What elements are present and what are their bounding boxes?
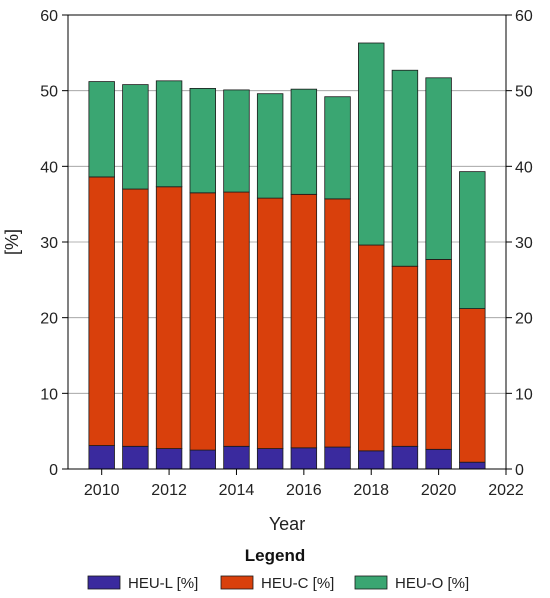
y-tick-label-right-10: 10 xyxy=(515,386,533,403)
y-tick-label-left-60: 60 xyxy=(40,8,58,25)
y-tick-label-right-40: 40 xyxy=(515,159,533,176)
x-tick-label-2020: 2020 xyxy=(421,482,457,499)
y-tick-label-left-50: 50 xyxy=(40,84,58,101)
legend-label-1: HEU-C [%] xyxy=(261,575,334,592)
bar-2018-series-1 xyxy=(358,244,385,452)
bar-2014-series-0 xyxy=(223,445,250,470)
bar-2015-series-2 xyxy=(256,93,284,199)
bar-2012-series-1 xyxy=(155,186,183,449)
x-tick-label-2022: 2022 xyxy=(488,482,524,499)
bar-2018-series-2 xyxy=(358,42,385,246)
bar-2021-series-0 xyxy=(459,461,486,470)
bar-2021-series-2 xyxy=(459,171,486,309)
legend-swatch-0 xyxy=(87,575,121,590)
bar-2014-series-1 xyxy=(223,191,250,447)
bar-2015-series-1 xyxy=(256,197,284,449)
bar-2016-series-2 xyxy=(290,88,318,195)
bar-2019-series-1 xyxy=(391,265,419,447)
legend-swatch-1 xyxy=(220,575,254,590)
bar-2010-series-1 xyxy=(88,176,115,446)
y-tick-label-left-20: 20 xyxy=(40,311,58,328)
y-tick-label-left-0: 0 xyxy=(49,462,58,479)
bar-2019-series-2 xyxy=(391,69,419,267)
bar-2020-series-1 xyxy=(425,259,452,450)
bar-2012-series-0 xyxy=(155,448,183,470)
y-tick-label-right-0: 0 xyxy=(515,462,524,479)
bar-2011-series-1 xyxy=(122,188,149,447)
bars xyxy=(88,42,486,470)
y-tick-label-right-60: 60 xyxy=(515,8,533,25)
bar-2016-series-1 xyxy=(290,193,318,449)
x-tick-label-2012: 2012 xyxy=(151,482,187,499)
y-tick-label-left-30: 30 xyxy=(40,235,58,252)
x-tick-label-2014: 2014 xyxy=(219,482,255,499)
bar-2018-series-0 xyxy=(358,450,385,470)
legend-label-0: HEU-L [%] xyxy=(128,575,198,592)
x-tick-label-2016: 2016 xyxy=(286,482,322,499)
x-tick-label-2018: 2018 xyxy=(353,482,389,499)
x-tick-label-2010: 2010 xyxy=(84,482,120,499)
y-tick-label-left-40: 40 xyxy=(40,159,58,176)
legend-swatch-2 xyxy=(354,575,388,590)
bar-2021-series-1 xyxy=(459,308,486,463)
bar-2015-series-0 xyxy=(256,448,284,470)
bar-2016-series-0 xyxy=(290,447,318,470)
bar-2010-series-2 xyxy=(88,81,115,178)
bar-2013-series-1 xyxy=(189,192,216,451)
bar-2020-series-2 xyxy=(425,77,452,260)
bar-2020-series-0 xyxy=(425,448,452,470)
y-tick-label-right-50: 50 xyxy=(515,84,533,101)
bar-2013-series-0 xyxy=(189,449,216,470)
legend-label-2: HEU-O [%] xyxy=(395,575,469,592)
y-tick-label-left-10: 10 xyxy=(40,386,58,403)
bar-2013-series-2 xyxy=(189,87,216,194)
legend: HEU-L [%] HEU-C [%] HEU-O [%] xyxy=(87,575,469,592)
y-axis-title: [%] xyxy=(2,229,22,255)
bar-2019-series-0 xyxy=(391,445,419,470)
x-axis-title: Year xyxy=(269,514,305,534)
legend-title: Legend xyxy=(245,546,305,565)
bar-2017-series-0 xyxy=(324,446,351,470)
bar-2010-series-0 xyxy=(88,445,115,470)
bar-2011-series-0 xyxy=(122,445,149,470)
bar-2011-series-2 xyxy=(122,84,149,190)
y-tick-label-right-30: 30 xyxy=(515,235,533,252)
bar-2017-series-1 xyxy=(324,198,351,448)
bar-2012-series-2 xyxy=(155,80,183,188)
bar-2017-series-2 xyxy=(324,96,351,200)
bar-2014-series-2 xyxy=(223,89,250,193)
y-tick-label-right-20: 20 xyxy=(515,311,533,328)
